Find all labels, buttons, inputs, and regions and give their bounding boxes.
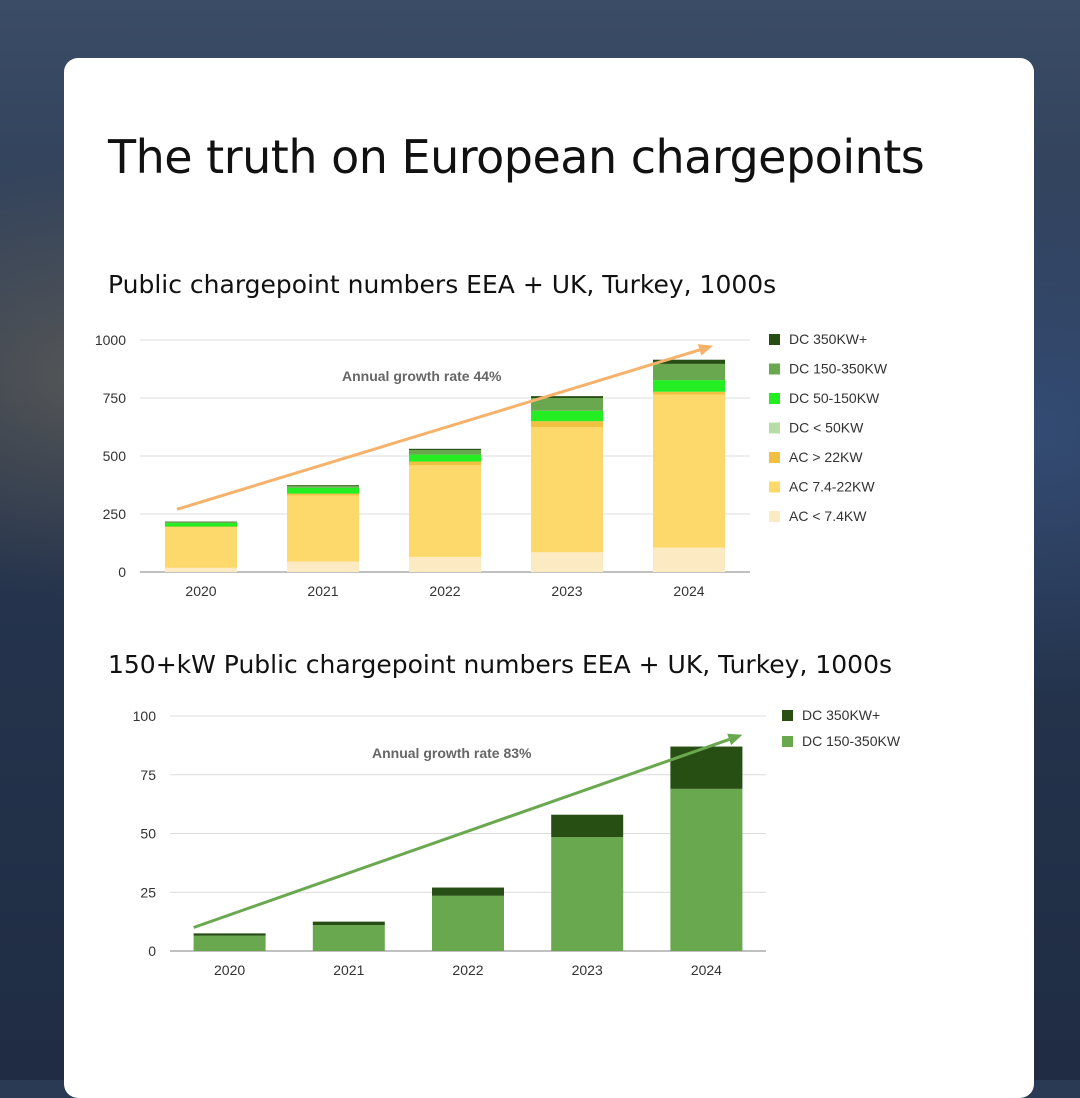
- chart-1-title: Public chargepoint numbers EEA + UK, Tur…: [108, 270, 776, 299]
- bar-segment: [551, 815, 623, 837]
- bar-segment: [670, 747, 742, 789]
- bar-segment: [409, 450, 481, 455]
- legend-swatch: [769, 452, 780, 463]
- bar-segment: [165, 568, 237, 572]
- bar-segment: [287, 488, 359, 494]
- legend-swatch: [769, 364, 780, 375]
- bar-segment: [432, 896, 504, 951]
- bar-segment: [531, 552, 603, 572]
- y-tick-label: 75: [140, 767, 156, 783]
- bar-segment: [165, 527, 237, 568]
- x-tick-label: 2024: [673, 583, 704, 599]
- bar-segment: [531, 411, 603, 421]
- y-tick-label: 1000: [95, 332, 126, 348]
- bar-segment: [287, 485, 359, 487]
- bar-segment: [653, 392, 725, 395]
- legend-swatch: [769, 334, 780, 345]
- growth-annotation: Annual growth rate 83%: [372, 745, 532, 761]
- x-tick-label: 2024: [691, 962, 722, 978]
- bar-segment: [287, 495, 359, 561]
- bar-segment: [409, 449, 481, 450]
- legend-label: AC 7.4-22KW: [789, 479, 875, 495]
- bar-segment: [287, 562, 359, 572]
- bar-segment: [287, 494, 359, 496]
- bar-segment: [409, 455, 481, 462]
- bar-segment: [653, 395, 725, 548]
- growth-arrow-head: [698, 344, 713, 355]
- legend-swatch: [769, 482, 780, 493]
- x-tick-label: 2020: [185, 583, 216, 599]
- x-tick-label: 2021: [307, 583, 338, 599]
- bar-segment: [551, 837, 623, 951]
- page-title: The truth on European chargepoints: [108, 130, 924, 184]
- x-tick-label: 2021: [333, 962, 364, 978]
- bar-segment: [409, 462, 481, 466]
- y-tick-label: 250: [103, 506, 127, 522]
- legend-label: AC < 7.4KW: [789, 508, 867, 524]
- y-tick-label: 100: [133, 708, 157, 724]
- bar-segment: [432, 888, 504, 896]
- bar-segment: [531, 427, 603, 552]
- y-tick-label: 0: [118, 564, 126, 580]
- legend-swatch: [769, 423, 780, 434]
- legend-label: DC 50-150KW: [789, 390, 880, 406]
- bar-segment: [194, 933, 266, 935]
- bar-segment: [165, 527, 237, 528]
- legend-swatch: [782, 736, 793, 747]
- growth-arrow-head: [727, 734, 742, 745]
- x-tick-label: 2022: [429, 583, 460, 599]
- legend-label: DC < 50KW: [789, 420, 864, 436]
- x-tick-label: 2022: [452, 962, 483, 978]
- legend-label: AC > 22KW: [789, 449, 863, 465]
- chart-2-title: 150+kW Public chargepoint numbers EEA + …: [108, 650, 892, 679]
- bar-segment: [313, 922, 385, 926]
- y-tick-label: 50: [140, 826, 156, 842]
- x-tick-label: 2023: [551, 583, 582, 599]
- bar-segment: [194, 936, 266, 951]
- bar-segment: [531, 398, 603, 411]
- bar-segment: [165, 522, 237, 523]
- legend-swatch: [769, 511, 780, 522]
- legend-swatch: [769, 393, 780, 404]
- legend-label: DC 350KW+: [789, 331, 867, 347]
- bar-segment: [313, 925, 385, 951]
- bar-segment: [531, 421, 603, 427]
- growth-annotation: Annual growth rate 44%: [342, 368, 502, 384]
- bar-segment: [653, 364, 725, 380]
- y-tick-label: 0: [148, 943, 156, 959]
- bar-segment: [409, 557, 481, 572]
- content-card: The truth on European chargepoints Publi…: [64, 58, 1034, 1098]
- legend-label: DC 150-350KW: [789, 361, 888, 377]
- bar-segment: [653, 380, 725, 392]
- legend-label: DC 350KW+: [802, 707, 880, 723]
- bar-segment: [409, 465, 481, 557]
- bar-segment: [165, 523, 237, 526]
- y-tick-label: 25: [140, 884, 156, 900]
- bar-segment: [653, 548, 725, 572]
- chart-2: 0 25 50 75 100 2020 2021 2022 2023 2024 Annual gro…: [64, 708, 1034, 998]
- chart-1: 0 250 500 750 1000 2020 2021 2022 2023 2024 Annual…: [64, 328, 1034, 618]
- legend-swatch: [782, 710, 793, 721]
- y-tick-label: 750: [103, 390, 127, 406]
- x-tick-label: 2023: [572, 962, 603, 978]
- y-tick-label: 500: [103, 448, 127, 464]
- legend-label: DC 150-350KW: [802, 733, 901, 749]
- bar-segment: [670, 789, 742, 951]
- x-tick-label: 2020: [214, 962, 245, 978]
